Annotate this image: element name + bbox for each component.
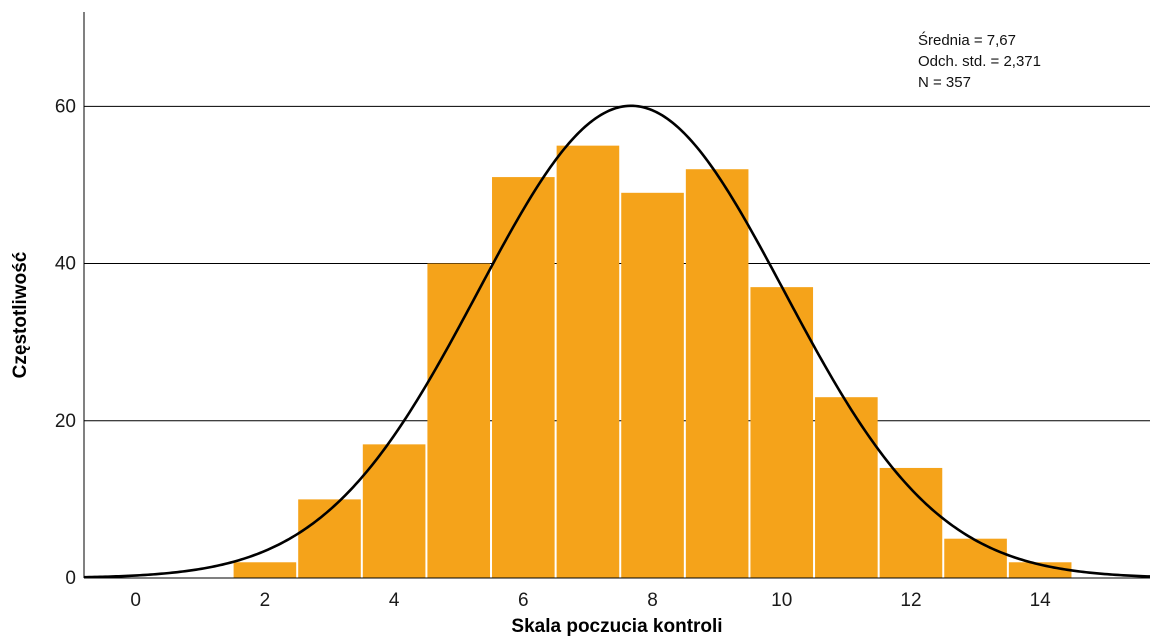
y-tick-label: 20	[55, 411, 76, 432]
axes	[83, 12, 1150, 579]
bar-5	[427, 263, 491, 578]
x-tick-label: 10	[771, 590, 792, 611]
bar-12	[879, 467, 943, 578]
x-tick-label: 14	[1030, 590, 1052, 611]
bar-6	[492, 177, 555, 579]
bar-2	[233, 562, 297, 578]
y-axis-title: Częstotliwość	[10, 251, 31, 378]
normal-curve-layer	[83, 104, 1150, 579]
tick-labels: 0 2 4 6 8 10 12 14 0 20 40 60	[55, 96, 1051, 611]
x-tick-label: 0	[130, 590, 141, 611]
statistics-box: Średnia = 7,67 Odch. std. = 2,371 N = 35…	[918, 31, 1041, 91]
bar-3	[298, 499, 361, 578]
bar-8	[621, 192, 684, 579]
bar-14	[1008, 562, 1072, 578]
x-axis-title: Skala poczucia kontroli	[511, 616, 722, 637]
normal-curve	[83, 104, 1150, 579]
bar-10	[750, 287, 814, 578]
bar-7	[556, 145, 620, 578]
bar-13	[944, 538, 1007, 578]
bar-4	[362, 444, 426, 578]
x-tick-label: 12	[900, 590, 921, 611]
x-tick-label: 6	[518, 590, 529, 611]
x-tick-label: 2	[260, 590, 271, 611]
y-tick-label: 60	[55, 96, 76, 117]
y-tick-label: 0	[65, 568, 76, 589]
x-tick-label: 8	[647, 590, 658, 611]
x-tick-label: 4	[389, 590, 400, 611]
bar-11	[815, 397, 878, 578]
bar-9	[685, 169, 749, 578]
y-tick-label: 40	[55, 254, 76, 275]
stats-n: N = 357	[918, 74, 971, 91]
histogram-bars	[233, 145, 1072, 579]
stats-mean: Średnia = 7,67	[918, 31, 1016, 49]
stats-sd: Odch. std. = 2,371	[918, 53, 1041, 70]
